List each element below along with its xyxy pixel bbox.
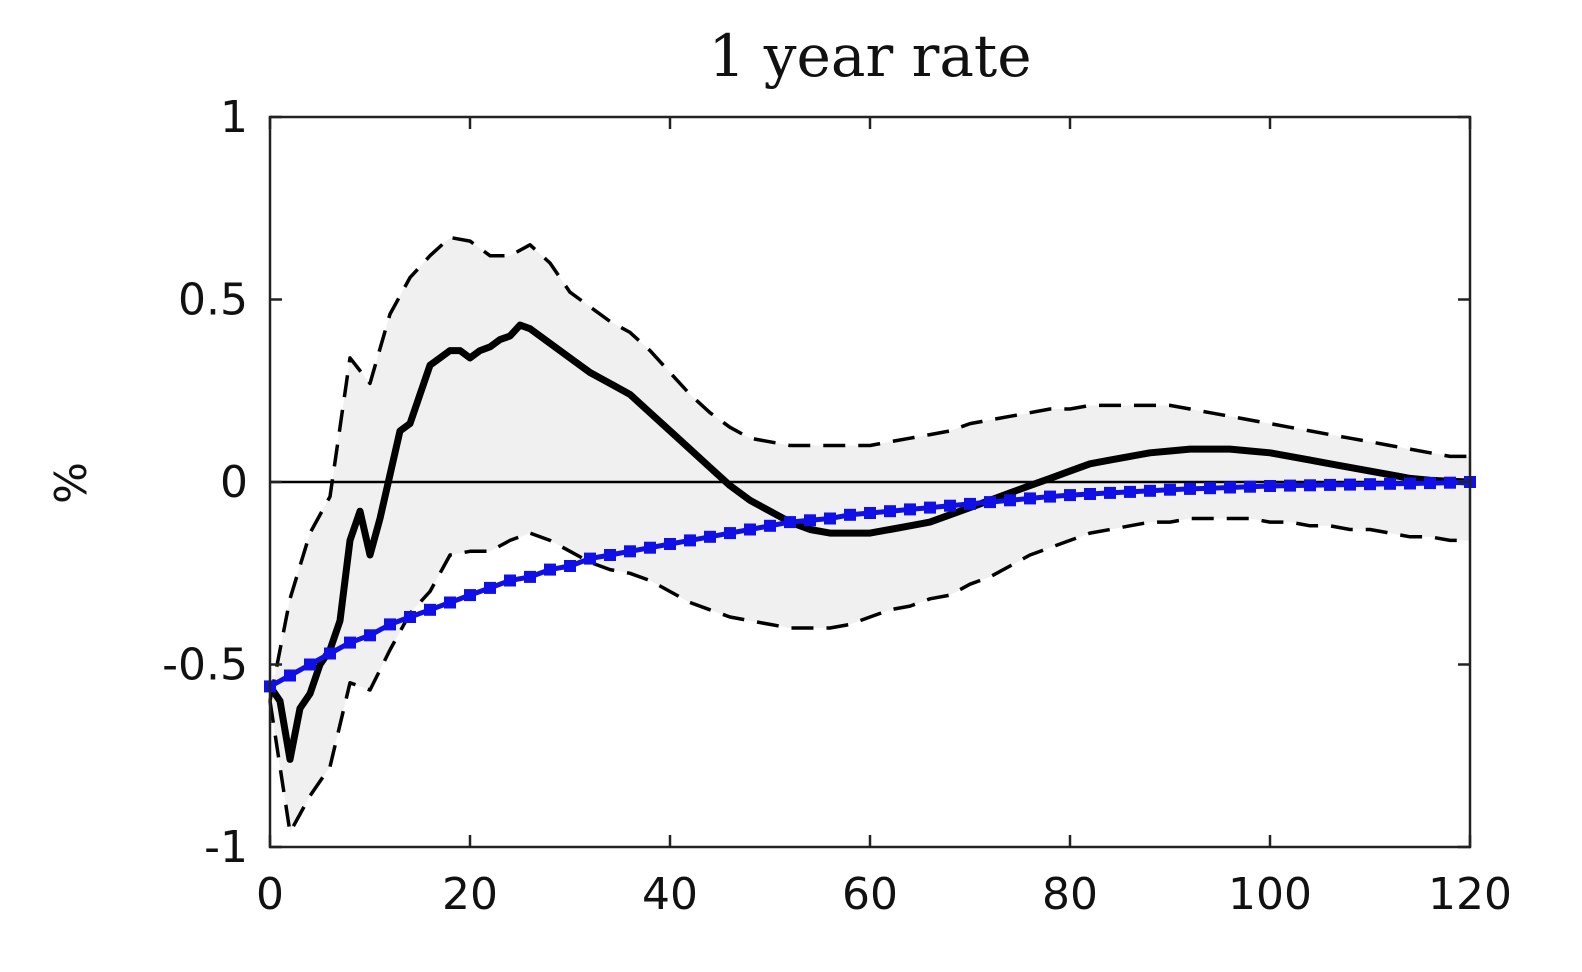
model-marker [1004,494,1016,507]
model-marker [1124,485,1136,498]
model-marker [904,503,916,516]
model-marker [524,570,536,583]
model-marker [1444,476,1456,489]
model-marker [584,552,596,565]
model-marker [1324,478,1336,491]
model-marker [964,497,976,510]
model-marker [284,669,296,682]
y-tick-label: 0.5 [178,275,248,326]
y-axis-label: % [46,462,97,504]
chart-title: 1 year rate [708,22,1031,90]
model-marker [784,516,796,529]
model-marker [1424,477,1436,490]
model-marker [684,534,696,547]
model-marker [384,618,396,631]
x-tick-label: 20 [442,869,498,920]
x-tick-label: 60 [842,869,898,920]
model-marker [664,538,676,550]
model-marker [1244,480,1256,493]
model-marker [824,512,836,525]
model-marker [1164,483,1176,496]
model-marker [1364,478,1376,491]
model-marker [1224,481,1236,494]
model-marker [924,501,936,514]
upper-bound-line [268,235,1470,702]
model-marker [404,611,416,623]
model-marker [1404,477,1416,490]
model-marker [764,519,776,532]
model-marker [944,499,956,512]
model-marker [364,629,376,642]
model-marker [1044,490,1056,503]
model-marker [544,563,556,576]
lower-bound-line [268,516,1470,835]
model-marker [804,514,816,527]
model-marker [1264,480,1276,492]
median-line [266,321,1474,763]
model-marker [624,545,636,558]
model-marker [724,527,736,540]
model-marker [1084,488,1096,500]
y-tick-label: 0 [220,457,248,508]
x-tick-label: 120 [1428,869,1512,920]
model-marker [564,560,576,572]
model-marker [344,636,356,649]
y-tick-label: -0.5 [162,640,248,691]
x-tick-label: 100 [1228,869,1312,920]
model-marker [1284,479,1296,492]
x-tick-label: 40 [642,869,698,920]
x-tick-label: 80 [1042,869,1098,920]
model-marker [444,596,456,609]
model-marker [1104,486,1116,499]
model-marker [844,508,856,521]
model-marker [424,603,436,616]
model-marker [884,505,896,518]
model-marker [1204,482,1216,495]
model-marker [644,541,656,554]
model-marker [304,658,316,671]
model-marker [1304,479,1316,492]
model-marker [484,581,496,594]
model-marker [464,589,476,602]
model-marker [984,496,996,509]
model-marker [744,523,756,536]
model-marker [1184,482,1196,495]
y-tick-label: -1 [204,822,248,873]
model-marker [1064,489,1076,502]
model-marker [504,574,516,587]
model-marker [1024,492,1036,505]
x-tick-label: 0 [256,869,284,920]
model-marker [324,647,336,660]
axes: 0 20 40 60 80 100 120 1 0.5 0 -0.5 -1 [162,92,1512,920]
plot-area [264,235,1476,835]
y-tick-label: 1 [220,92,248,143]
model-marker [1144,484,1156,497]
model-marker [864,507,876,519]
model-marker [604,549,616,561]
model-marker [1344,478,1356,491]
model-marker [1384,477,1396,490]
model-marker [704,530,716,543]
